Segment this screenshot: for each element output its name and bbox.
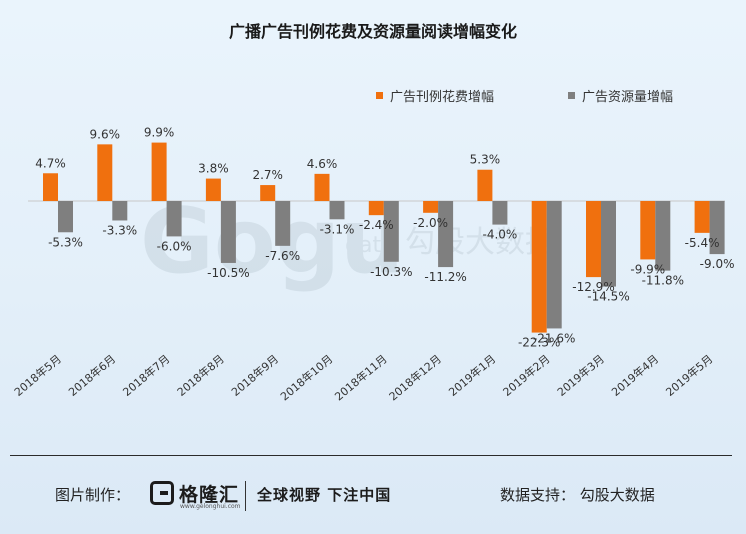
x-tick-2018-10: 2018年10月 (277, 352, 335, 404)
legend-swatch-resource (568, 92, 575, 99)
label-resource-2018-10: -3.1% (320, 222, 355, 236)
label-spend-2018-8: 3.8% (198, 162, 229, 176)
bar-spend-2019-5 (694, 201, 710, 233)
x-tick-2018-9: 2018年9月 (228, 352, 281, 399)
bar-spend-2018-7 (151, 142, 167, 201)
x-tick-2019-5: 2019年5月 (663, 352, 716, 399)
label-spend-2018-11: -2.4% (359, 218, 394, 232)
label-spend-2019-5: -5.4% (685, 236, 720, 250)
label-spend-2019-2: -22.3% (518, 336, 560, 350)
label-spend-2019-3: -12.9% (572, 280, 614, 294)
bar-spend-2019-4 (640, 201, 656, 260)
chart-area: 广播广告刊例花费及资源量阅读增幅变化 Gogu data 勾股大数据 广告刊例花… (11, 22, 734, 404)
bar-resource-2018-9 (275, 201, 291, 246)
brand-url: www.gelonghui.com (180, 503, 241, 510)
label-spend-2018-7: 9.9% (144, 126, 175, 140)
bar-resource-2019-5 (709, 201, 725, 255)
bar-resource-2018-6 (112, 201, 128, 221)
x-tick-2019-4: 2019年4月 (609, 352, 662, 399)
bar-resource-2019-3 (601, 201, 616, 287)
bar-spend-2019-3 (586, 201, 601, 278)
bar-spend-2018-10 (314, 173, 330, 201)
slogan: 全球视野 下注中国 (257, 486, 392, 504)
bar-spend-2018-12 (423, 201, 439, 213)
bar-resource-2019-1 (492, 201, 508, 225)
bar-resource-2019-4 (655, 201, 671, 271)
label-spend-2018-12: -2.0% (413, 216, 448, 230)
bar-resource-2018-8 (220, 201, 236, 263)
label-resource-2018-9: -7.6% (265, 249, 300, 263)
bar-spend-2018-11 (368, 201, 384, 216)
label-spend-2019-4: -9.9% (630, 262, 665, 276)
chart-title: 广播广告刊例花费及资源量阅读增幅变化 (229, 22, 517, 41)
bar-spend-2019-2 (531, 201, 547, 333)
bar-resource-2018-5 (58, 201, 73, 233)
legend: 广告刊例花费增幅 广告资源量增幅 (376, 89, 673, 105)
label-spend-2018-10: 4.6% (307, 157, 338, 171)
label-resource-2018-6: -3.3% (102, 223, 137, 237)
data-support: 数据支持： 勾股大数据 (500, 486, 655, 504)
bar-spend-2018-8 (205, 178, 221, 201)
label-resource-2018-12: -11.2% (424, 270, 466, 284)
bar-resource-2019-2 (546, 201, 562, 329)
legend-label-resource: 广告资源量增幅 (582, 90, 673, 105)
label-resource-2019-2: -21.6% (533, 331, 575, 345)
x-tick-2018-7: 2018年7月 (120, 352, 173, 399)
brand-logo: 格隆汇 (150, 478, 239, 508)
legend-label-spend: 广告刊例花费增幅 (390, 89, 494, 105)
x-tick-2019-2: 2019年2月 (500, 352, 553, 399)
bar-spend-2018-9 (260, 185, 276, 201)
label-spend-2019-1: 5.3% (470, 153, 501, 167)
label-resource-2018-5: -5.3% (48, 235, 83, 249)
bar-resource-2018-10 (329, 201, 345, 220)
label-resource-2019-4: -11.8% (642, 274, 684, 288)
label-spend-2018-5: 4.7% (35, 156, 66, 170)
label-resource-2019-5: -9.0% (700, 257, 735, 271)
bar-spend-2018-6 (97, 144, 113, 201)
x-tick-2018-8: 2018年8月 (174, 352, 227, 399)
x-tick-2019-3: 2019年3月 (554, 352, 607, 399)
label-resource-2018-8: -10.5% (207, 266, 249, 280)
bar-spend-2018-5 (43, 173, 58, 201)
watermark-logo: Gogu (140, 189, 404, 294)
made-by-label: 图片制作： (55, 486, 131, 504)
brand-name: 格隆汇 (179, 483, 240, 506)
label-resource-2018-11: -10.3% (370, 265, 412, 279)
x-tick-2019-1: 2019年1月 (446, 352, 499, 399)
watermark-cn: 勾股大数据 (405, 225, 555, 260)
label-resource-2019-1: -4.0% (482, 228, 517, 242)
bar-spend-2019-1 (477, 169, 493, 201)
bar-resource-2018-7 (166, 201, 182, 237)
x-tick-2018-12: 2018年12月 (386, 352, 444, 404)
bars (43, 142, 725, 333)
x-tick-labels: 2018年5月 2018年6月 2018年7月 2018年8月 2018年9月2018年… (11, 352, 715, 404)
x-tick-2018-6: 2018年6月 (66, 352, 119, 399)
label-spend-2018-9: 2.7% (252, 168, 283, 182)
label-resource-2018-7: -6.0% (157, 239, 192, 253)
bar-resource-2018-12 (438, 201, 454, 268)
label-spend-2018-6: 9.6% (90, 127, 121, 141)
brand-separator (245, 481, 246, 511)
brand-mark-icon (150, 481, 174, 505)
x-tick-2018-11: 2018年11月 (332, 352, 390, 404)
x-tick-2018-5: 2018年5月 (11, 352, 64, 399)
data-labels: 4.7% -5.3% 9.6% -3.3% 9.9% -6.0% 3.8% -10.5% 2.7… (35, 126, 734, 350)
footer-divider (10, 455, 732, 456)
label-resource-2019-3: -14.5% (587, 290, 629, 304)
bar-resource-2018-11 (383, 201, 399, 262)
legend-swatch-spend (376, 92, 383, 99)
